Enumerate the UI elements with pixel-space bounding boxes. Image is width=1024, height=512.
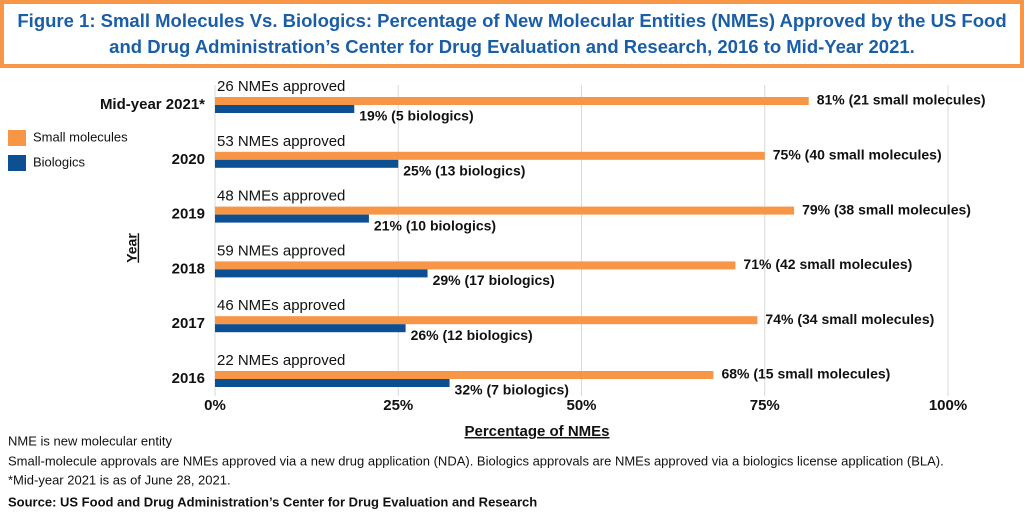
annotation: 53 NMEs approved — [217, 133, 345, 150]
value-label: 81% (21 small molecules) — [817, 92, 986, 108]
value-label: 79% (38 small molecules) — [802, 201, 971, 217]
x-tick-label: 100% — [929, 397, 967, 414]
bar — [215, 105, 355, 113]
note: *Mid-year 2021 is as of June 28, 2021. — [8, 472, 231, 487]
y-tick-label: Mid-year 2021* — [100, 96, 205, 113]
x-tick-label: 25% — [383, 397, 413, 414]
value-label: 74% (34 small molecules) — [765, 311, 934, 327]
chart-title: Figure 1: Small Molecules Vs. Biologics:… — [0, 0, 1024, 68]
bar — [215, 371, 714, 379]
value-label: 71% (42 small molecules) — [743, 256, 912, 272]
y-tick-label: 2016 — [172, 370, 205, 387]
legend-label: Biologics — [33, 154, 86, 169]
bar — [215, 151, 765, 160]
legend-swatch — [8, 155, 26, 171]
bar — [215, 316, 758, 325]
value-label: 29% (17 biologics) — [433, 272, 555, 288]
value-label: 26% (12 biologics) — [411, 327, 533, 343]
legend-swatch — [8, 130, 26, 146]
value-label: 75% (40 small molecules) — [773, 147, 942, 163]
y-tick-label: 2019 — [172, 206, 205, 223]
bar — [215, 159, 399, 168]
x-tick-label: 75% — [750, 397, 780, 414]
bar — [215, 97, 809, 105]
x-tick-label: 50% — [566, 397, 596, 414]
bar — [215, 206, 795, 215]
y-tick-label: 2017 — [172, 315, 205, 332]
y-axis-title: Year — [124, 233, 140, 263]
annotation: 26 NMEs approved — [217, 78, 345, 95]
source: Source: US Food and Drug Administration’… — [8, 494, 537, 509]
value-label: 68% (15 small molecules) — [721, 366, 890, 382]
y-tick-label: 2020 — [172, 151, 205, 168]
note: Small-molecule approvals are NMEs approv… — [8, 453, 944, 468]
bar — [215, 379, 450, 387]
x-tick-label: 0% — [204, 397, 226, 414]
bar — [215, 324, 406, 333]
annotation: 48 NMEs approved — [217, 188, 345, 205]
value-label: 19% (5 biologics) — [359, 108, 473, 124]
bar — [215, 269, 428, 278]
value-label: 25% (13 biologics) — [403, 163, 525, 179]
value-label: 32% (7 biologics) — [455, 382, 569, 398]
annotation: 59 NMEs approved — [217, 242, 345, 259]
annotation: 46 NMEs approved — [217, 297, 345, 314]
bar — [215, 261, 736, 270]
note: NME is new molecular entity — [8, 433, 172, 448]
legend-label: Small molecules — [33, 129, 128, 144]
value-label: 21% (10 biologics) — [374, 217, 496, 233]
bar — [215, 214, 369, 223]
annotation: 22 NMEs approved — [217, 352, 345, 369]
x-axis-title: Percentage of NMEs — [464, 423, 609, 440]
y-tick-label: 2018 — [172, 260, 205, 277]
